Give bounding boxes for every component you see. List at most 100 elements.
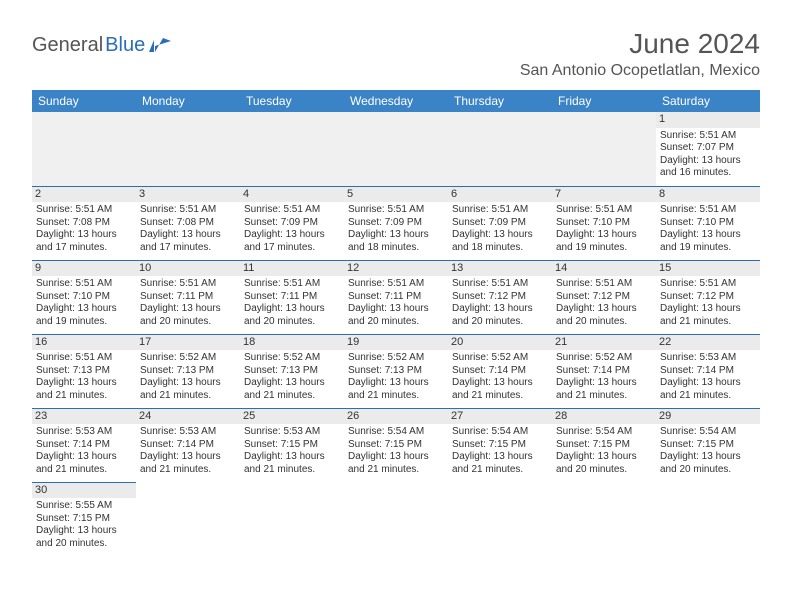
- day-number: 18: [240, 335, 344, 351]
- calendar-day-cell: 28Sunrise: 5:54 AMSunset: 7:15 PMDayligh…: [552, 408, 656, 482]
- sunrise-text: Sunrise: 5:51 AM: [36, 278, 132, 291]
- sunrise-text: Sunrise: 5:54 AM: [348, 426, 444, 439]
- daylight-text: Daylight: 13 hours: [660, 229, 756, 242]
- calendar-day-cell: 29Sunrise: 5:54 AMSunset: 7:15 PMDayligh…: [656, 408, 760, 482]
- sunset-text: Sunset: 7:12 PM: [660, 291, 756, 304]
- calendar-week: 30Sunrise: 5:55 AMSunset: 7:15 PMDayligh…: [32, 482, 760, 556]
- sunset-text: Sunset: 7:07 PM: [660, 142, 756, 155]
- day-number: 28: [552, 409, 656, 425]
- sunset-text: Sunset: 7:14 PM: [452, 365, 548, 378]
- calendar-week: 9Sunrise: 5:51 AMSunset: 7:10 PMDaylight…: [32, 260, 760, 334]
- day-header: Thursday: [448, 90, 552, 112]
- day-number: 15: [656, 261, 760, 277]
- daylight-text: Daylight: 13 hours: [36, 377, 132, 390]
- daylight-text: Daylight: 13 hours: [348, 229, 444, 242]
- daylight-text: Daylight: 13 hours: [348, 451, 444, 464]
- daylight-text: and 21 minutes.: [36, 464, 132, 477]
- daylight-text: and 18 minutes.: [348, 242, 444, 255]
- empty-cell: [656, 482, 760, 556]
- daylight-text: and 21 minutes.: [244, 390, 340, 403]
- calendar-day-cell: 10Sunrise: 5:51 AMSunset: 7:11 PMDayligh…: [136, 260, 240, 334]
- day-number: 8: [656, 187, 760, 203]
- calendar-day-cell: 4Sunrise: 5:51 AMSunset: 7:09 PMDaylight…: [240, 186, 344, 260]
- calendar-day-cell: 8Sunrise: 5:51 AMSunset: 7:10 PMDaylight…: [656, 186, 760, 260]
- calendar-day-cell: 9Sunrise: 5:51 AMSunset: 7:10 PMDaylight…: [32, 260, 136, 334]
- daylight-text: and 21 minutes.: [452, 464, 548, 477]
- calendar-week: 1Sunrise: 5:51 AMSunset: 7:07 PMDaylight…: [32, 112, 760, 186]
- daylight-text: Daylight: 13 hours: [244, 229, 340, 242]
- day-number: 30: [32, 483, 136, 499]
- sunset-text: Sunset: 7:14 PM: [36, 439, 132, 452]
- calendar-week: 23Sunrise: 5:53 AMSunset: 7:14 PMDayligh…: [32, 408, 760, 482]
- day-number: 5: [344, 187, 448, 203]
- calendar-day-cell: 26Sunrise: 5:54 AMSunset: 7:15 PMDayligh…: [344, 408, 448, 482]
- daylight-text: and 21 minutes.: [140, 390, 236, 403]
- calendar-day-cell: 7Sunrise: 5:51 AMSunset: 7:10 PMDaylight…: [552, 186, 656, 260]
- day-number: 2: [32, 187, 136, 203]
- sunset-text: Sunset: 7:08 PM: [36, 217, 132, 230]
- sunrise-text: Sunrise: 5:51 AM: [36, 352, 132, 365]
- day-number: 29: [656, 409, 760, 425]
- daylight-text: Daylight: 13 hours: [452, 451, 548, 464]
- sunrise-text: Sunrise: 5:52 AM: [452, 352, 548, 365]
- daylight-text: Daylight: 13 hours: [348, 377, 444, 390]
- daylight-text: Daylight: 13 hours: [140, 229, 236, 242]
- daylight-text: and 20 minutes.: [244, 316, 340, 329]
- sunset-text: Sunset: 7:11 PM: [140, 291, 236, 304]
- calendar-day-cell: 3Sunrise: 5:51 AMSunset: 7:08 PMDaylight…: [136, 186, 240, 260]
- day-number: 14: [552, 261, 656, 277]
- daylight-text: and 21 minutes.: [348, 464, 444, 477]
- calendar-day-cell: 13Sunrise: 5:51 AMSunset: 7:12 PMDayligh…: [448, 260, 552, 334]
- daylight-text: and 21 minutes.: [452, 390, 548, 403]
- daylight-text: Daylight: 13 hours: [140, 377, 236, 390]
- daylight-text: Daylight: 13 hours: [36, 525, 132, 538]
- sunrise-text: Sunrise: 5:51 AM: [556, 204, 652, 217]
- daylight-text: and 20 minutes.: [452, 316, 548, 329]
- sunset-text: Sunset: 7:15 PM: [452, 439, 548, 452]
- day-header: Wednesday: [344, 90, 448, 112]
- calendar-day-cell: 24Sunrise: 5:53 AMSunset: 7:14 PMDayligh…: [136, 408, 240, 482]
- calendar-day-cell: 14Sunrise: 5:51 AMSunset: 7:12 PMDayligh…: [552, 260, 656, 334]
- sunrise-text: Sunrise: 5:51 AM: [556, 278, 652, 291]
- daylight-text: Daylight: 13 hours: [36, 451, 132, 464]
- day-number: 12: [344, 261, 448, 277]
- empty-cell: [136, 112, 240, 186]
- day-number: 16: [32, 335, 136, 351]
- sunset-text: Sunset: 7:11 PM: [244, 291, 340, 304]
- empty-cell: [552, 482, 656, 556]
- daylight-text: and 19 minutes.: [660, 242, 756, 255]
- location-subtitle: San Antonio Ocopetlatlan, Mexico: [520, 62, 760, 80]
- sunrise-text: Sunrise: 5:51 AM: [660, 278, 756, 291]
- empty-cell: [136, 482, 240, 556]
- logo-text-general: General: [32, 34, 103, 57]
- daylight-text: Daylight: 13 hours: [140, 303, 236, 316]
- calendar-day-cell: 20Sunrise: 5:52 AMSunset: 7:14 PMDayligh…: [448, 334, 552, 408]
- daylight-text: Daylight: 13 hours: [660, 377, 756, 390]
- sunrise-text: Sunrise: 5:51 AM: [140, 278, 236, 291]
- calendar-day-cell: 21Sunrise: 5:52 AMSunset: 7:14 PMDayligh…: [552, 334, 656, 408]
- day-number: 25: [240, 409, 344, 425]
- daylight-text: and 20 minutes.: [556, 464, 652, 477]
- daylight-text: Daylight: 13 hours: [140, 451, 236, 464]
- sunset-text: Sunset: 7:15 PM: [36, 513, 132, 526]
- day-number: 11: [240, 261, 344, 277]
- day-number: 10: [136, 261, 240, 277]
- day-number: 7: [552, 187, 656, 203]
- sunset-text: Sunset: 7:10 PM: [36, 291, 132, 304]
- day-header: Sunday: [32, 90, 136, 112]
- sunrise-text: Sunrise: 5:54 AM: [660, 426, 756, 439]
- calendar-week: 2 Sunrise: 5:51 AM Sunset: 7:08 PM Daylight…: [32, 186, 760, 260]
- daylight-text: Daylight: 13 hours: [244, 303, 340, 316]
- daylight-text: and 17 minutes.: [36, 242, 132, 255]
- empty-cell: [240, 482, 344, 556]
- day-header-row: SundayMondayTuesdayWednesdayThursdayFrid…: [32, 90, 760, 112]
- day-number: 4: [240, 187, 344, 203]
- daylight-text: Daylight: 13 hours: [244, 451, 340, 464]
- sunrise-text: Sunrise: 5:52 AM: [348, 352, 444, 365]
- logo: General Blue: [32, 34, 171, 57]
- sunrise-text: Sunrise: 5:53 AM: [244, 426, 340, 439]
- daylight-text: and 19 minutes.: [36, 316, 132, 329]
- sunrise-text: Sunrise: 5:51 AM: [244, 204, 340, 217]
- sunset-text: Sunset: 7:12 PM: [556, 291, 652, 304]
- calendar-body: 1Sunrise: 5:51 AMSunset: 7:07 PMDaylight…: [32, 112, 760, 556]
